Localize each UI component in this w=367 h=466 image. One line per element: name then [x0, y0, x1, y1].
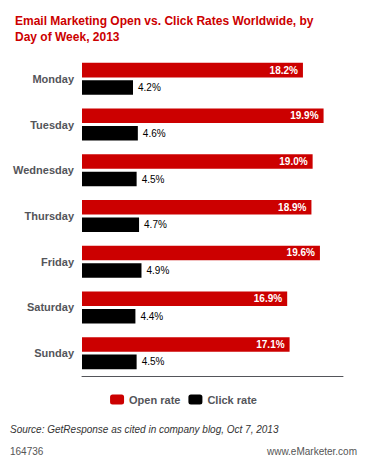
svg-text:4.5%: 4.5% — [142, 356, 165, 367]
svg-text:16.9%: 16.9% — [254, 293, 282, 304]
svg-text:Source: GetResponse as cited i: Source: GetResponse as cited in company … — [10, 424, 279, 435]
svg-text:18.2%: 18.2% — [270, 65, 298, 76]
svg-text:Open rate: Open rate — [129, 394, 180, 406]
svg-text:Day of Week, 2013: Day of Week, 2013 — [15, 30, 120, 44]
svg-text:Wednesday: Wednesday — [13, 164, 75, 176]
svg-text:Click rate: Click rate — [207, 394, 257, 406]
svg-text:Thursday: Thursday — [24, 210, 74, 222]
svg-text:4.5%: 4.5% — [142, 174, 165, 185]
svg-text:19.0%: 19.0% — [279, 156, 307, 167]
svg-text:Monday: Monday — [32, 73, 74, 85]
svg-text:164736: 164736 — [10, 446, 44, 457]
svg-text:19.6%: 19.6% — [287, 247, 315, 258]
svg-text:Saturday: Saturday — [27, 301, 75, 313]
svg-text:4.2%: 4.2% — [138, 82, 161, 93]
svg-text:17.1%: 17.1% — [256, 339, 284, 350]
svg-text:4.4%: 4.4% — [140, 311, 163, 322]
svg-text:Friday: Friday — [41, 256, 75, 268]
svg-text:Email Marketing Open vs. Click: Email Marketing Open vs. Click Rates Wor… — [15, 14, 314, 28]
svg-text:www.eMarketer.com: www.eMarketer.com — [266, 446, 357, 457]
svg-text:18.9%: 18.9% — [278, 202, 306, 213]
svg-text:Tuesday: Tuesday — [30, 119, 75, 131]
svg-text:4.9%: 4.9% — [146, 265, 169, 276]
svg-text:Sunday: Sunday — [34, 347, 75, 359]
svg-text:4.6%: 4.6% — [143, 128, 166, 139]
svg-text:4.7%: 4.7% — [144, 219, 167, 230]
svg-text:19.9%: 19.9% — [290, 110, 318, 121]
